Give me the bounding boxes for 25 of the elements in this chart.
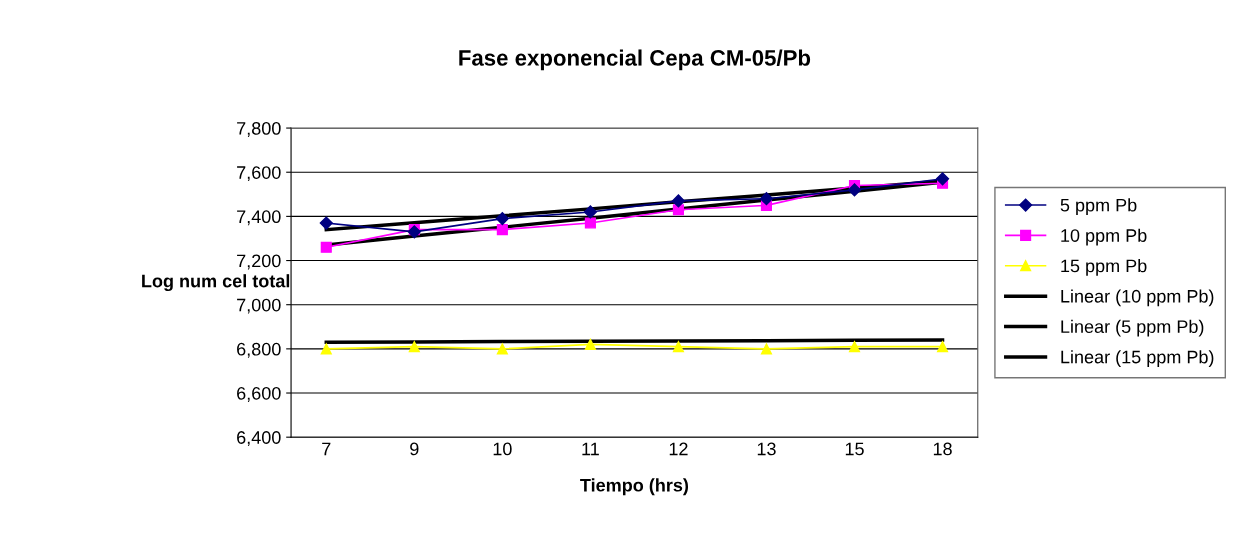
chart-title: Fase exponencial Cepa CM-05/Pb bbox=[459, 49, 811, 71]
x-tick-label: 11 bbox=[582, 442, 599, 456]
legend-label: 10 ppm Pb bbox=[1061, 228, 1147, 246]
x-tick-label: 13 bbox=[757, 442, 776, 456]
y-tick-label: 6,800 bbox=[237, 342, 281, 358]
y-tick-label: 7,600 bbox=[237, 166, 281, 182]
y-tick-label: 7,200 bbox=[237, 254, 281, 270]
x-axis-title: Tiempo (hrs) bbox=[580, 478, 689, 496]
x-tick-label: 18 bbox=[933, 442, 952, 456]
x-tick-label: 9 bbox=[410, 442, 419, 456]
x-tick-label: 7 bbox=[322, 442, 331, 456]
y-tick-label: 6,600 bbox=[237, 386, 281, 402]
x-tick-label: 12 bbox=[669, 442, 688, 456]
legend-label: Linear (10 ppm Pb) bbox=[1061, 289, 1214, 307]
y-tick-label: 7,000 bbox=[237, 298, 281, 314]
y-tick-label: 6,400 bbox=[237, 431, 281, 447]
y-tick-label: 7,400 bbox=[237, 210, 281, 226]
y-axis-title: Log num cel total bbox=[142, 274, 290, 292]
legend-label: Linear (15 ppm Pb) bbox=[1061, 350, 1214, 367]
legend-label: Linear (5 ppm Pb) bbox=[1061, 319, 1204, 337]
legend-label: 15 ppm Pb bbox=[1061, 259, 1147, 276]
x-tick-label: 10 bbox=[493, 442, 512, 456]
x-tick-label: 15 bbox=[845, 442, 864, 456]
legend-label: 5 ppm Pb bbox=[1060, 198, 1137, 216]
y-tick-label: 7,800 bbox=[237, 122, 281, 137]
